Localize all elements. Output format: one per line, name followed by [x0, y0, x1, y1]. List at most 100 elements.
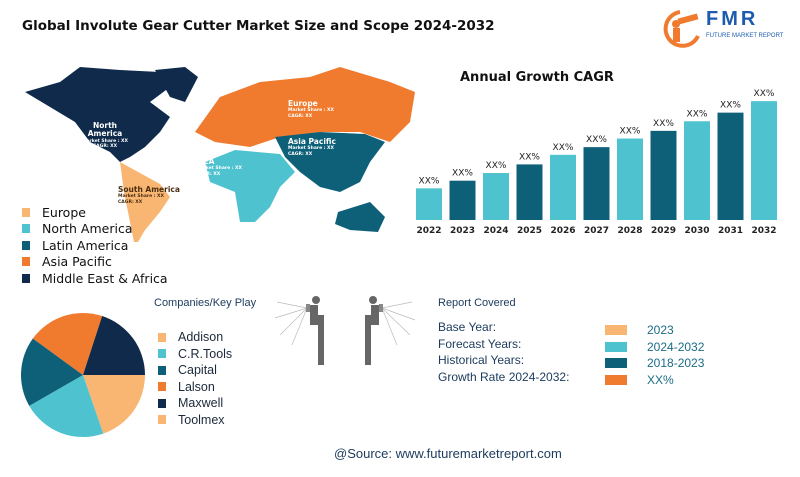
pie-slice [21, 338, 83, 406]
chart-title: Annual Growth CAGR [460, 70, 614, 85]
legend-item: Lalson [158, 379, 232, 396]
report-swatch [605, 325, 627, 336]
binoculars-figures-icon [274, 296, 416, 365]
report-swatch [605, 358, 627, 369]
bar-2032 [751, 101, 777, 220]
legend-swatch [22, 257, 30, 267]
map-asia-pacific [275, 132, 385, 192]
bar-2029 [650, 130, 677, 220]
legend-item: Toolmex [158, 412, 232, 429]
report-value-row: 2023 [605, 322, 704, 339]
legend-swatch [22, 240, 30, 250]
legend-item: Capital [158, 362, 232, 379]
legend-swatch [158, 349, 166, 359]
bar-data-label: XX% [720, 101, 741, 111]
map-label-south-america: South America Market Share : XX CAGR: XX [118, 185, 180, 206]
legend-swatch [158, 398, 166, 408]
report-value-row: 2018-2023 [605, 355, 704, 372]
report-value-row: XX% [605, 372, 704, 389]
report-key: Growth Rate 2024-2032: [438, 369, 570, 384]
map-south-america [120, 162, 170, 242]
legend-item: Latin America [22, 237, 168, 254]
bar-data-label: XX% [519, 152, 540, 162]
bar-data-label: XX% [586, 135, 607, 145]
legend-swatch [158, 365, 166, 375]
x-tick-label: 2029 [651, 226, 676, 236]
bar-2024 [483, 173, 509, 220]
legend-label: Latin America [42, 237, 129, 253]
companies-pie-chart [21, 313, 145, 437]
x-tick-label: 2025 [517, 226, 542, 236]
report-swatch [605, 374, 627, 385]
legend-label: Addison [178, 330, 224, 345]
legend-swatch [22, 273, 30, 283]
bar-data-label: XX% [754, 89, 775, 99]
report-value: XX% [647, 372, 674, 387]
legend-label: Middle East & Africa [42, 270, 168, 286]
report-key: Forecast Years: [438, 336, 522, 351]
legend-label: Asia Pacific [42, 254, 112, 270]
legend-swatch [158, 332, 166, 342]
legend-label: C.R.Tools [178, 346, 233, 361]
legend-item: Europe [22, 204, 168, 221]
x-tick-label: 2030 [684, 226, 709, 236]
map-greenland [155, 67, 198, 102]
legend-item: Asia Pacific [22, 254, 168, 271]
legend-label: Europe [42, 204, 86, 220]
report-value: 2024-2032 [647, 339, 705, 354]
report-key: Historical Years: [438, 353, 525, 367]
report-keys: Base Year: Forecast Years: Historical Year… [438, 320, 569, 386]
x-tick-label: 2028 [617, 226, 642, 236]
legend-swatch [158, 382, 166, 392]
map-north-america [25, 67, 170, 162]
bar-2030 [684, 121, 710, 220]
bar-2023 [449, 180, 476, 220]
x-tick-label: 2026 [550, 226, 575, 236]
legend-item: Addison [158, 329, 232, 346]
bar-data-label: XX% [486, 161, 507, 171]
legend-item: C.R.Tools [158, 346, 232, 363]
map-mea [205, 150, 295, 222]
bar-data-label: XX% [452, 169, 473, 179]
legend-label: Lalson [178, 379, 215, 394]
region-legend: Europe North America Latin America Asia Pac… [22, 204, 168, 287]
legend-item: North America [22, 221, 168, 238]
pie-slice [32, 313, 103, 375]
bar-data-label: XX% [553, 143, 574, 153]
pie-slice [83, 375, 145, 434]
logo-subtitle: FUTURE MARKET REPORT [706, 33, 784, 39]
logo-text: FMR [706, 8, 759, 30]
map-label-asia-pacific: Asia Pacific Market Share : XX CAGR: XX [288, 137, 336, 158]
legend-label: North America [42, 221, 133, 237]
map-australia [335, 202, 385, 232]
bar-2028 [617, 138, 643, 220]
bar-2031 [717, 112, 744, 220]
bar-data-label: XX% [653, 119, 674, 129]
report-value: 2023 [647, 323, 674, 338]
legend-swatch [158, 415, 166, 425]
legend-item: Middle East & Africa [22, 270, 168, 287]
pie-slice [29, 375, 104, 437]
report-key: Base Year: [438, 320, 497, 334]
report-title: Report Covered [438, 297, 516, 309]
source-text: @Source: www.futuremarketreport.com [334, 446, 562, 461]
map-label-north-america: North America Market Share : XX CAGR: XX [82, 121, 128, 150]
logo-icon [663, 10, 700, 48]
legend-item: Maxwell [158, 395, 232, 412]
bar-2026 [550, 154, 576, 220]
legend-label: Toolmex [178, 412, 225, 427]
map-label-europe: Europe Market Share : XX CAGR: XX [288, 99, 334, 120]
pie-slice [83, 316, 145, 375]
world-map [25, 67, 415, 242]
report-value: 2018-2023 [647, 356, 705, 371]
map-label-mea: MEA Market Share : XX CAGR: XX [196, 157, 242, 178]
legend-label: Capital [178, 363, 217, 378]
x-tick-label: 2031 [718, 226, 743, 236]
legend-label: Maxwell [178, 396, 224, 411]
x-tick-label: 2022 [416, 226, 441, 236]
report-swatch [605, 341, 627, 352]
bar-2027 [583, 147, 610, 220]
x-tick-label: 2023 [450, 226, 475, 236]
bar-data-label: XX% [419, 176, 440, 186]
bar-data-label: XX% [687, 109, 708, 119]
